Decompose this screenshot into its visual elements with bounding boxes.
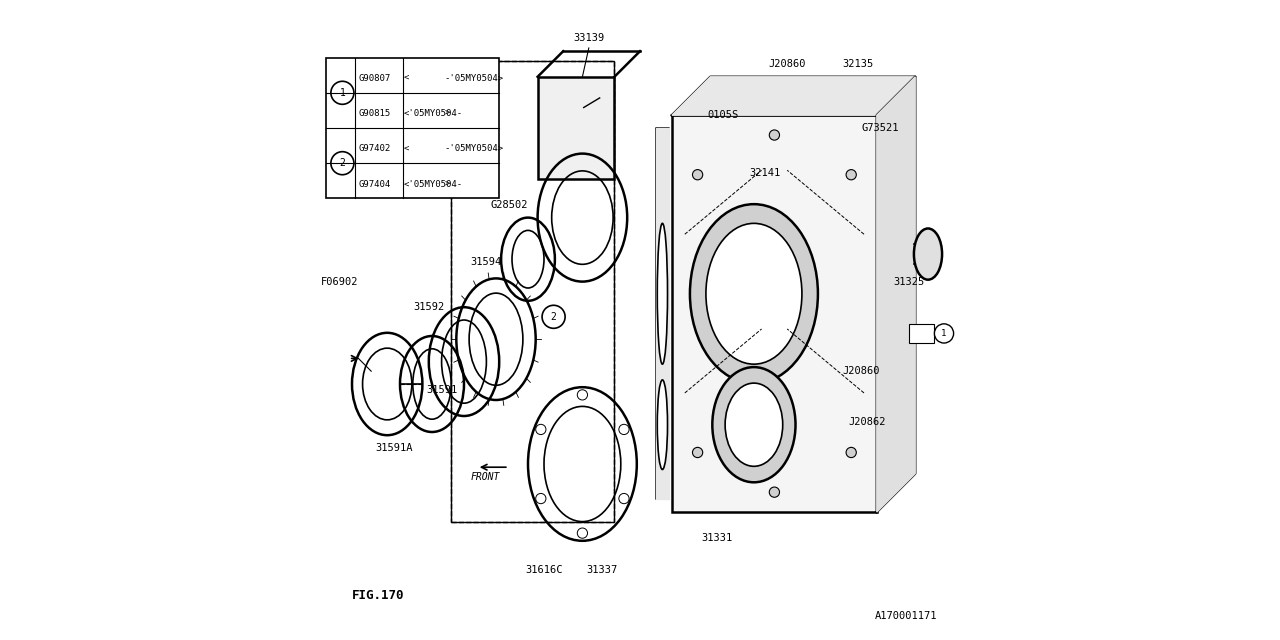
Ellipse shape: [726, 383, 783, 467]
Circle shape: [330, 81, 353, 104]
Circle shape: [618, 493, 628, 504]
Text: J20860: J20860: [768, 59, 806, 69]
Text: <'05MY0504-: <'05MY0504-: [403, 109, 462, 118]
Ellipse shape: [658, 380, 668, 470]
Text: -'05MY0504>: -'05MY0504>: [445, 74, 504, 83]
Circle shape: [536, 493, 547, 504]
Bar: [909, 324, 934, 343]
Polygon shape: [877, 77, 915, 512]
Circle shape: [846, 447, 856, 458]
Text: 31594: 31594: [471, 257, 502, 268]
Text: 0105S: 0105S: [708, 110, 739, 120]
Ellipse shape: [690, 204, 818, 383]
Text: A170001171: A170001171: [876, 611, 937, 621]
Circle shape: [618, 424, 628, 435]
Text: 1: 1: [941, 329, 947, 338]
Circle shape: [769, 487, 780, 497]
Circle shape: [536, 424, 547, 435]
Polygon shape: [672, 77, 915, 115]
Circle shape: [846, 170, 856, 180]
Circle shape: [330, 152, 353, 175]
Text: >: >: [445, 179, 451, 189]
Text: 31337: 31337: [586, 564, 617, 575]
Circle shape: [934, 324, 954, 343]
Text: G90815: G90815: [358, 109, 390, 118]
Text: F06902: F06902: [320, 276, 358, 287]
Text: 31331: 31331: [701, 532, 732, 543]
Text: -'05MY0504>: -'05MY0504>: [445, 144, 504, 154]
Text: 33139: 33139: [573, 33, 604, 44]
Text: 2: 2: [550, 312, 557, 322]
Circle shape: [543, 305, 566, 328]
Bar: [452, 61, 614, 522]
Text: 32135: 32135: [842, 59, 873, 69]
Text: J20862: J20862: [849, 417, 886, 428]
Text: 31591: 31591: [426, 385, 457, 396]
Text: FRONT: FRONT: [471, 472, 499, 482]
Text: G97402: G97402: [358, 144, 390, 154]
Bar: [452, 61, 614, 522]
Circle shape: [692, 447, 703, 458]
Bar: [538, 77, 614, 179]
Ellipse shape: [707, 223, 801, 364]
Text: 32141: 32141: [749, 168, 781, 178]
Circle shape: [577, 528, 588, 538]
Text: <'05MY0504-: <'05MY0504-: [403, 179, 462, 189]
Bar: [326, 58, 499, 198]
Text: 31616C: 31616C: [525, 564, 563, 575]
Text: G97404: G97404: [358, 179, 390, 189]
Text: 2: 2: [339, 158, 346, 168]
Text: >: >: [445, 109, 451, 118]
Circle shape: [692, 170, 703, 180]
Text: G90807: G90807: [358, 74, 390, 83]
Text: <: <: [403, 144, 408, 154]
Text: 1: 1: [339, 88, 346, 98]
Ellipse shape: [914, 228, 942, 280]
Text: 31592: 31592: [413, 302, 444, 312]
Polygon shape: [657, 128, 668, 499]
Text: G28502: G28502: [490, 200, 527, 210]
Text: 31325: 31325: [893, 276, 924, 287]
Ellipse shape: [658, 223, 668, 364]
Text: <: <: [403, 74, 408, 83]
Circle shape: [769, 130, 780, 140]
Text: G73521: G73521: [861, 123, 899, 133]
Bar: [672, 115, 877, 512]
Circle shape: [577, 390, 588, 400]
Text: J20860: J20860: [842, 366, 879, 376]
Text: FIG.170: FIG.170: [352, 589, 404, 602]
Text: 31591A: 31591A: [375, 443, 412, 453]
Ellipse shape: [713, 367, 796, 483]
